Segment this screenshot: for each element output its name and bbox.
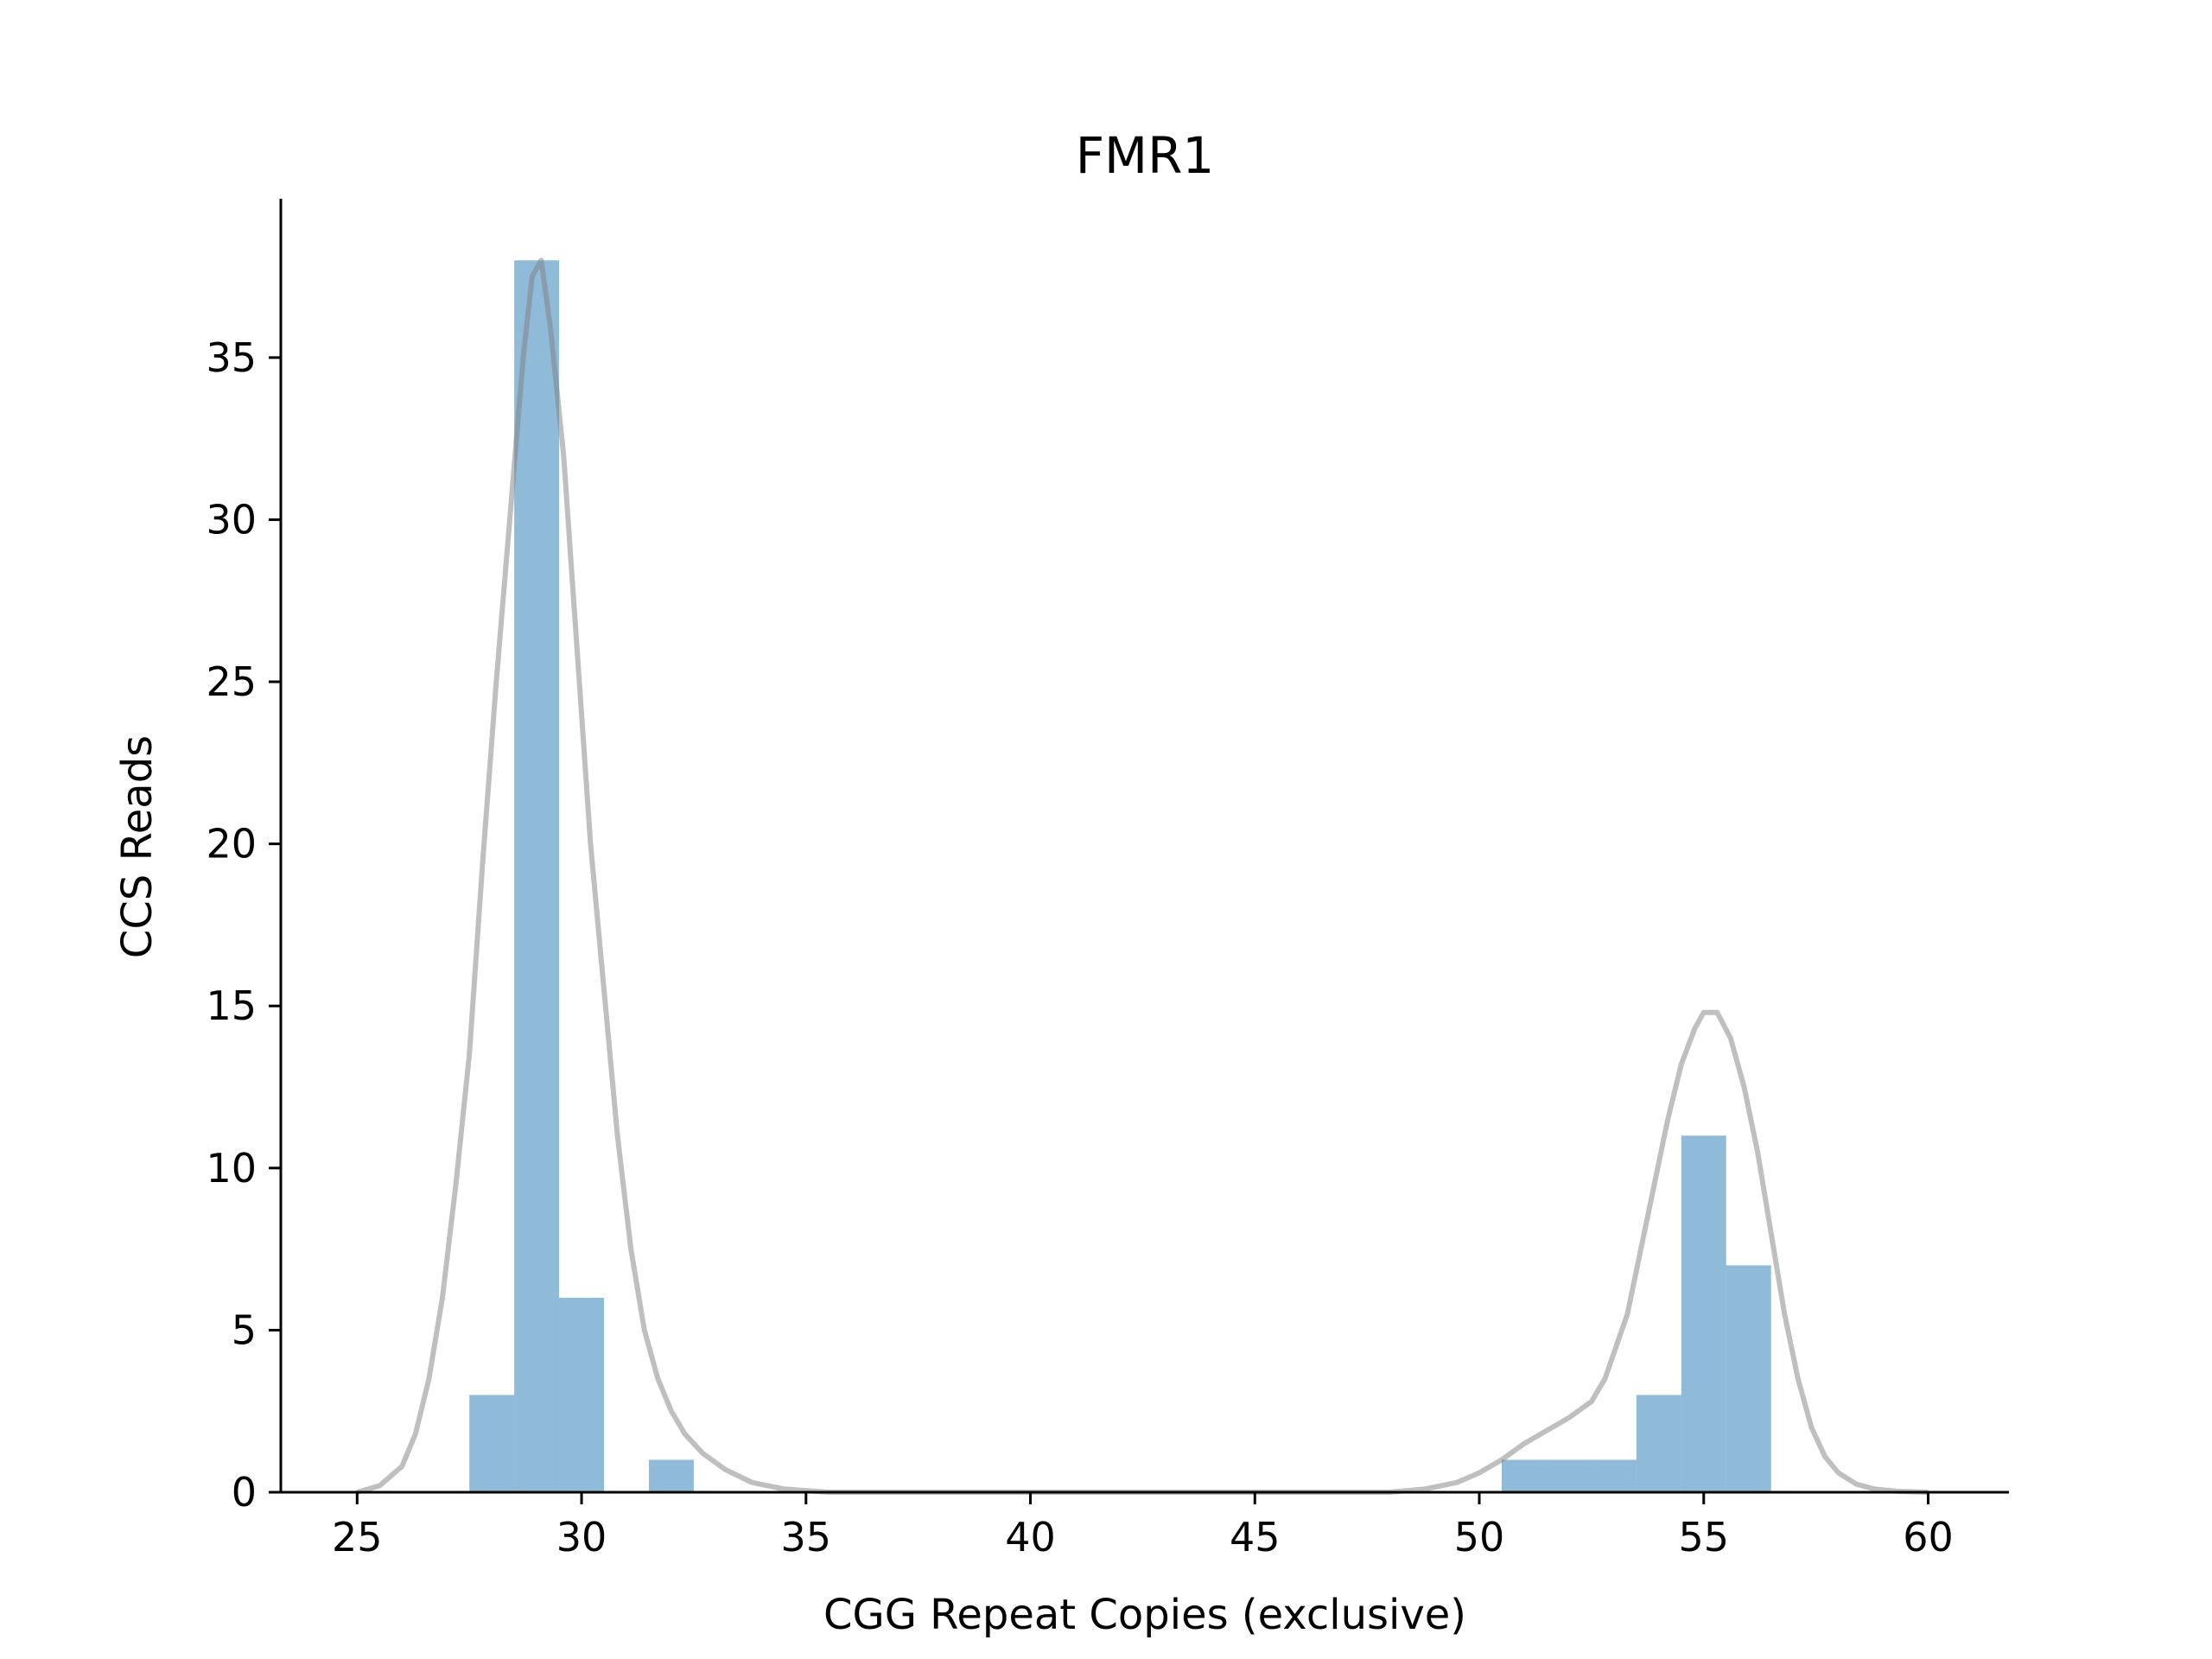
y-tick-label: 20 — [206, 821, 257, 868]
x-tick-label: 55 — [1678, 1514, 1729, 1560]
histogram-bar — [1591, 1459, 1637, 1492]
x-tick-label: 25 — [332, 1514, 383, 1560]
histogram-bar — [514, 260, 560, 1492]
x-axis-label: CGG Repeat Copies (exclusive) — [823, 1591, 1466, 1639]
y-tick-label: 15 — [206, 982, 257, 1029]
y-tick-label: 10 — [206, 1145, 257, 1192]
histogram-bar — [1501, 1459, 1547, 1492]
histogram-bar — [1546, 1459, 1592, 1492]
y-axis-label: CCS Reads — [113, 735, 162, 958]
y-tick-label: 35 — [206, 334, 257, 381]
x-tick-label: 30 — [556, 1514, 607, 1560]
histogram-bars — [469, 260, 1771, 1492]
x-tick-label: 60 — [1903, 1514, 1954, 1560]
histogram-bar — [648, 1459, 694, 1492]
y-tick-label: 25 — [206, 658, 257, 705]
y-tick-label: 0 — [232, 1469, 257, 1516]
x-tick-label: 35 — [781, 1514, 832, 1560]
histogram-bar — [469, 1395, 515, 1492]
chart-title: FMR1 — [1076, 126, 1215, 185]
histogram-bar — [559, 1297, 605, 1492]
x-axis-ticks: 25 30 35 40 45 50 55 60 — [332, 1492, 1954, 1560]
histogram-bar — [1636, 1395, 1681, 1492]
x-tick-label: 40 — [1005, 1514, 1056, 1560]
y-tick-label: 30 — [206, 496, 257, 543]
x-tick-label: 45 — [1230, 1514, 1281, 1560]
y-axis-ticks: 0 5 10 15 20 25 30 35 — [206, 334, 281, 1516]
histogram-bar — [1681, 1135, 1726, 1492]
histogram-bar — [1726, 1265, 1771, 1492]
x-tick-label: 50 — [1454, 1514, 1505, 1560]
y-tick-label: 5 — [232, 1306, 257, 1353]
